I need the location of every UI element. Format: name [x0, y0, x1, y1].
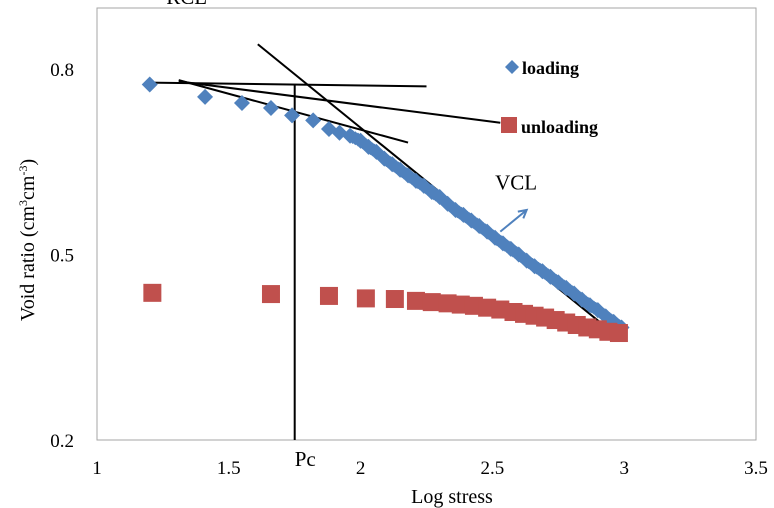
loading-series — [141, 76, 630, 336]
x-tick-label: 2 — [356, 458, 366, 479]
annotation-rcl: RCL — [166, 0, 207, 9]
loading-point — [197, 88, 214, 105]
y-axis-label: Void ratio (cm3cm-3) — [16, 159, 39, 321]
y-tick-label: 0.2 — [50, 431, 74, 452]
unloading-point — [319, 286, 338, 305]
unloading-point — [261, 285, 280, 304]
plot-area — [96, 7, 757, 441]
loading-point — [141, 76, 158, 93]
loading-point — [262, 99, 279, 116]
y-tick-label: 0.5 — [50, 246, 74, 267]
annotation-pc: Pc — [295, 447, 316, 471]
fit-line-1 — [178, 80, 501, 124]
x-tick-label: 3.5 — [744, 458, 768, 479]
annotations: RCL VCL Pc — [166, 0, 537, 471]
x-tick-label: 1 — [92, 458, 102, 479]
vcl-arrow-line — [499, 209, 528, 233]
unloading-series — [143, 283, 628, 343]
vcl-arrow-head — [517, 208, 529, 219]
x-tick-label: 1.5 — [217, 458, 241, 479]
unloading-point — [406, 291, 425, 310]
x-tick-label: 3 — [619, 458, 629, 479]
x-axis-label: Log stress — [411, 486, 493, 508]
loading-point — [284, 107, 301, 124]
x-tick-label: 2.5 — [481, 458, 505, 479]
unloading-point — [356, 289, 375, 308]
x-axis-ticks: 1 1.5 2 2.5 3 3.5 — [92, 458, 768, 479]
legend-label-unloading: unloading — [521, 117, 598, 137]
legend-marker-unloading — [501, 117, 517, 133]
loading-point — [305, 112, 322, 129]
legend: loading unloading — [501, 58, 598, 137]
legend-marker-loading — [505, 60, 519, 74]
unloading-point — [385, 290, 404, 309]
annotation-vcl: VCL — [495, 171, 537, 195]
loading-point — [233, 95, 250, 112]
unloading-point — [143, 283, 162, 302]
unloading-point — [422, 293, 441, 312]
y-tick-label: 0.8 — [50, 60, 74, 81]
y-axis-ticks: 0.2 0.5 0.8 — [50, 60, 74, 452]
legend-label-loading: loading — [522, 58, 579, 78]
unloading-point — [609, 324, 628, 343]
